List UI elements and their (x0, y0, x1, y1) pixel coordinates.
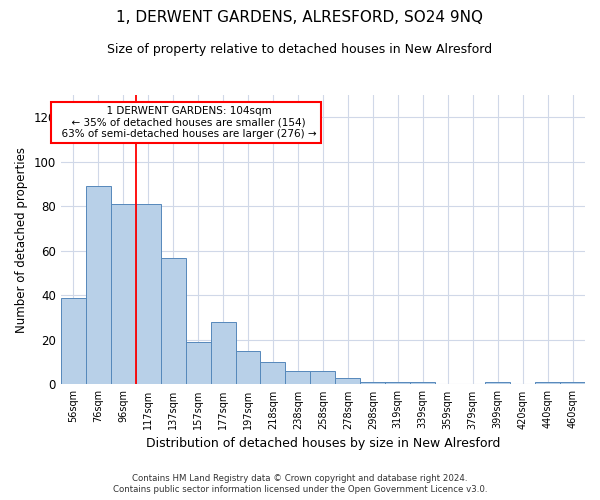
Bar (111, 204, 136, 384)
Bar (485, 382, 510, 384)
Y-axis label: Number of detached properties: Number of detached properties (15, 146, 28, 332)
Bar (260, 362, 286, 384)
Bar (385, 382, 410, 384)
Bar (61, 298, 86, 384)
Bar (185, 342, 211, 384)
Bar (161, 258, 185, 384)
Bar (211, 322, 236, 384)
Bar (136, 204, 161, 384)
X-axis label: Distribution of detached houses by size in New Alresford: Distribution of detached houses by size … (146, 437, 500, 450)
Bar (560, 382, 585, 384)
Bar (410, 382, 435, 384)
Text: Size of property relative to detached houses in New Alresford: Size of property relative to detached ho… (107, 42, 493, 56)
Text: 1, DERWENT GARDENS, ALRESFORD, SO24 9NQ: 1, DERWENT GARDENS, ALRESFORD, SO24 9NQ (116, 10, 484, 25)
Text: Contains HM Land Registry data © Crown copyright and database right 2024.
Contai: Contains HM Land Registry data © Crown c… (113, 474, 487, 494)
Bar (335, 378, 361, 384)
Bar (236, 351, 260, 384)
Text: 1 DERWENT GARDENS: 104sqm
  ← 35% of detached houses are smaller (154)
  63% of : 1 DERWENT GARDENS: 104sqm ← 35% of detac… (55, 106, 316, 140)
Bar (535, 382, 560, 384)
Bar (361, 382, 385, 384)
Bar (86, 186, 111, 384)
Bar (310, 371, 335, 384)
Bar (286, 371, 310, 384)
